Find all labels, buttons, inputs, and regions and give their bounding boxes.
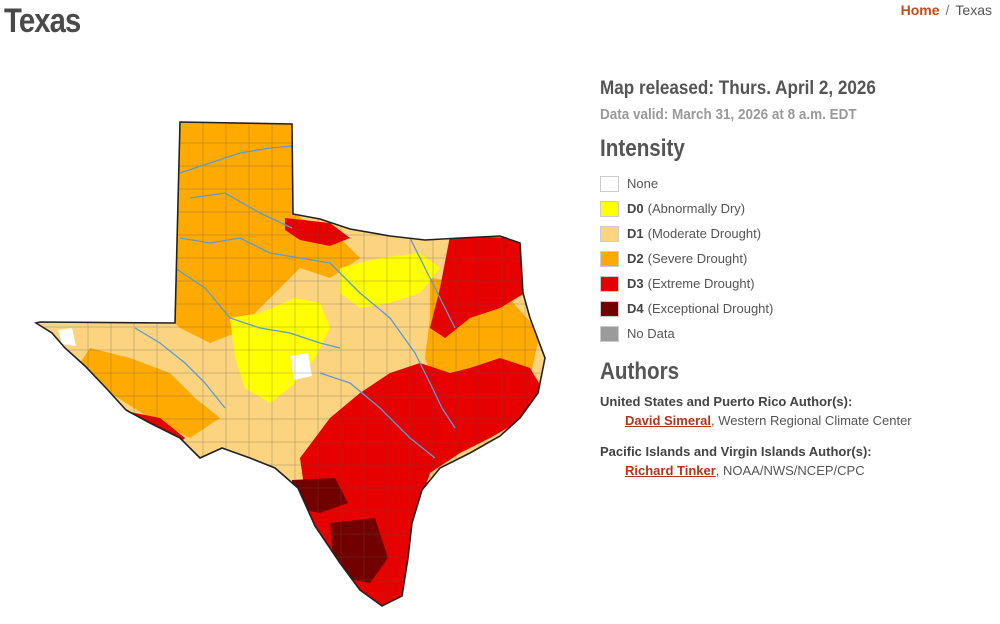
data-valid: Data valid: March 31, 2026 at 8 a.m. EDT [600, 106, 857, 123]
legend-code: D2 [627, 251, 644, 266]
texas-drought-map-svg [33, 121, 546, 607]
d3-area [430, 236, 525, 338]
legend-item-none: None [600, 171, 995, 196]
legend-item-d4: D4 (Exceptional Drought) [600, 296, 995, 321]
breadcrumb-home-link[interactable]: Home [900, 2, 940, 18]
d0-area [340, 253, 440, 308]
legend-item-d0: D0 (Abnormally Dry) [600, 196, 995, 221]
author-entry: David Simeral, Western Regional Climate … [625, 413, 995, 428]
legend-code: D3 [627, 276, 644, 291]
breadcrumb-current: Texas [955, 2, 992, 18]
legend-item-d1: D1 (Moderate Drought) [600, 221, 995, 246]
legend-swatch [600, 175, 619, 192]
author-group-title: United States and Puerto Rico Author(s): [600, 394, 853, 409]
author-entry: Richard Tinker, NOAA/NWS/NCEP/CPC [625, 463, 995, 478]
page-title: Texas [4, 2, 81, 40]
breadcrumb-separator: / [945, 2, 950, 18]
legend-code: D0 [627, 201, 644, 216]
authors-heading: Authors [600, 358, 680, 385]
legend-swatch [600, 200, 619, 217]
d2-area [170, 122, 360, 343]
author-group-title: Pacific Islands and Virgin Islands Autho… [600, 444, 872, 459]
author-affiliation: , NOAA/NWS/NCEP/CPC [715, 463, 865, 478]
d4-area [142, 448, 165, 463]
legend-label: (Severe Drought) [647, 251, 748, 266]
d2-area [80, 348, 220, 438]
legend-item-d2: D2 (Severe Drought) [600, 246, 995, 271]
drought-map [30, 118, 550, 613]
legend-swatch [600, 250, 619, 267]
legend-code: D4 [627, 301, 644, 316]
info-panel: Map released: Thurs. April 2, 2026 Data … [600, 78, 995, 494]
legend-label: None [627, 176, 659, 191]
legend-swatch [600, 225, 619, 242]
intensity-heading: Intensity [600, 135, 685, 162]
legend-label: No Data [627, 326, 675, 341]
breadcrumb: Home / Texas [901, 2, 992, 18]
author-link[interactable]: Richard Tinker [625, 463, 716, 478]
rivers [134, 145, 456, 459]
legend-label: (Abnormally Dry) [647, 201, 746, 216]
legend-swatch [600, 325, 619, 342]
d0-area [230, 298, 330, 403]
legend-swatch [600, 300, 619, 317]
legend-label: (Moderate Drought) [647, 226, 762, 241]
author-affiliation: , Western Regional Climate Center [711, 413, 912, 428]
legend-label: (Extreme Drought) [647, 276, 755, 291]
map-released: Map released: Thurs. April 2, 2026 [600, 78, 876, 99]
d3-area [285, 218, 350, 246]
state-outline [33, 121, 546, 607]
none-area [58, 328, 76, 346]
legend-item-no-data: No Data [600, 321, 995, 346]
legend-code: D1 [627, 226, 644, 241]
author-link[interactable]: David Simeral [625, 413, 711, 428]
legend-label: (Exceptional Drought) [647, 301, 774, 316]
legend-item-d3: D3 (Extreme Drought) [600, 271, 995, 296]
legend-swatch [600, 275, 619, 292]
intensity-legend: None D0 (Abnormally Dry) D1 (Moderate Dr… [600, 171, 995, 346]
